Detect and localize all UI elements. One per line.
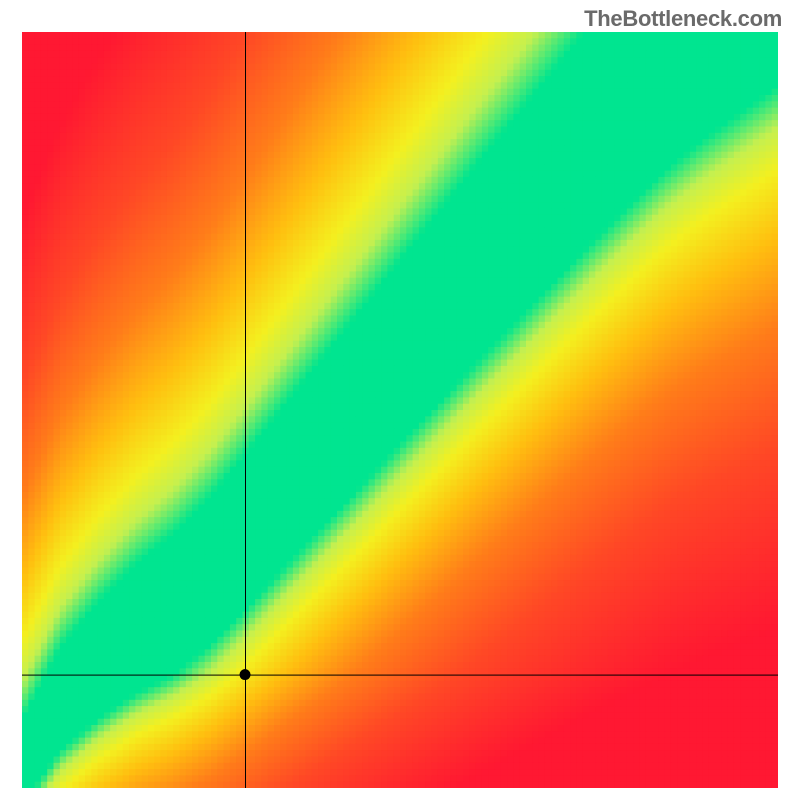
bottleneck-heatmap bbox=[22, 32, 778, 788]
watermark-text: TheBottleneck.com bbox=[584, 6, 782, 32]
heatmap-canvas bbox=[22, 32, 778, 788]
